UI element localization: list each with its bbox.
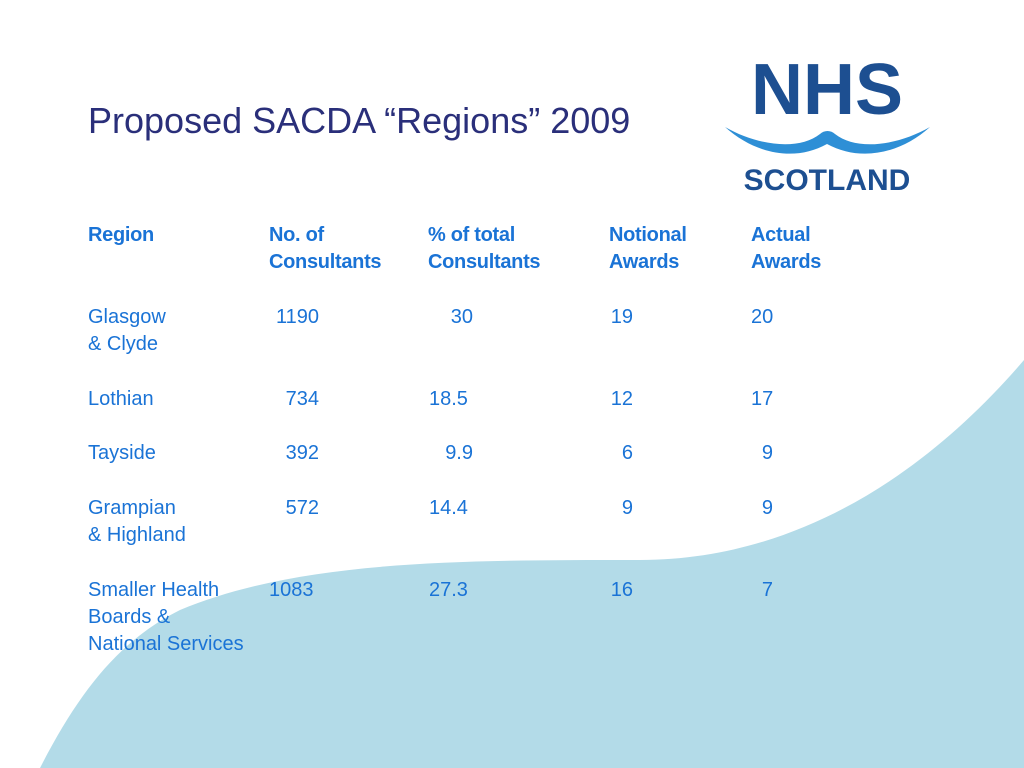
logo-nhs-text: NHS: [751, 52, 903, 130]
nhs-scotland-logo: NHS SCOTLAND: [725, 52, 930, 197]
notional-cell: 12: [610, 388, 633, 410]
consultants-cell: 734: [285, 388, 319, 410]
consultants-cell: 392: [285, 442, 319, 464]
actual-cell: 20: [751, 306, 774, 328]
header-notional-awards: Notional Awards: [609, 224, 687, 273]
notional-cell: 6: [621, 442, 633, 464]
region-cell: Tayside: [88, 442, 156, 464]
header-percent-total: % of total Consultants: [428, 224, 541, 273]
actual-cell: 7: [761, 579, 773, 601]
percent-cell: 18.5: [429, 388, 468, 410]
consultants-cell: 1190: [275, 306, 319, 328]
logo-wave-icon: [725, 127, 930, 154]
region-cell: Glasgow & Clyde: [88, 306, 166, 355]
notional-cell: 19: [610, 306, 633, 328]
logo-scotland-text: SCOTLAND: [744, 164, 911, 197]
page-title: Proposed SACDA “Regions” 2009: [88, 100, 631, 141]
notional-cell: 16: [610, 579, 633, 601]
percent-cell: 14.4: [429, 497, 468, 519]
consultants-cell: 572: [285, 497, 319, 519]
actual-cell: 17: [751, 388, 774, 410]
notional-cell: 9: [621, 497, 633, 519]
header-actual-awards: Actual Awards: [751, 224, 822, 273]
region-cell: Lothian: [88, 388, 154, 410]
header-consultants: No. of Consultants: [269, 224, 382, 273]
percent-cell: 30: [450, 306, 473, 328]
percent-cell: 27.3: [429, 579, 468, 601]
region-cell: Grampian & Highland: [88, 497, 186, 546]
actual-cell: 9: [761, 442, 773, 464]
region-cell: Smaller Health Boards & National Service…: [88, 579, 244, 655]
percent-cell: 9.9: [445, 442, 473, 464]
actual-cell: 9: [761, 497, 773, 519]
consultants-cell: 1083: [269, 579, 314, 601]
header-region: Region: [88, 224, 154, 246]
